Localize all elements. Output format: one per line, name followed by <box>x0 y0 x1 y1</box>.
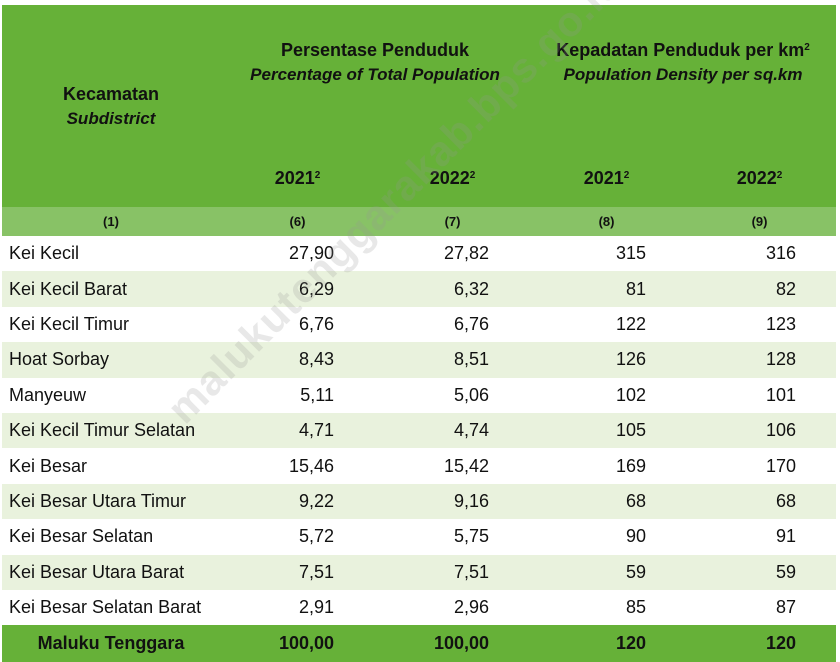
total-density-2021: 120 <box>530 625 684 662</box>
total-pct-2022: 100,00 <box>375 625 531 662</box>
pct-2021-cell: 5,11 <box>220 377 375 413</box>
percentage-header-id: Persentase Penduduk <box>280 40 470 60</box>
header-row: Kecamatan Subdistrict Persentase Pendudu… <box>2 5 837 207</box>
subdistrict-name: Kei Besar Selatan Barat <box>2 589 220 626</box>
density-2021-cell: 68 <box>530 483 684 520</box>
year-header-pct-2021: 20212 <box>220 168 375 207</box>
density-2021-cell: 90 <box>530 519 684 555</box>
table-row: Kei Kecil Timur 6,76 6,76 122 123 <box>2 306 837 343</box>
pct-2021-cell: 6,76 <box>220 306 375 343</box>
pct-2021-cell: 5,72 <box>220 519 375 555</box>
density-2021-cell: 126 <box>530 342 684 378</box>
subdistrict-name: Kei Besar Selatan <box>2 519 220 555</box>
density-2021-cell: 59 <box>530 554 684 590</box>
density-2021-cell: 169 <box>530 448 684 484</box>
population-table: Kecamatan Subdistrict Persentase Pendudu… <box>2 5 837 662</box>
subdistrict-name: Kei Kecil Timur Selatan <box>2 412 220 449</box>
pct-2022-cell: 15,42 <box>375 448 531 484</box>
year-header-pct-2022: 20222 <box>375 168 531 207</box>
pct-2022-cell: 7,51 <box>375 554 531 590</box>
table-row: Kei Kecil Barat 6,29 6,32 81 82 <box>2 271 837 307</box>
pct-2022-cell: 9,16 <box>375 483 531 520</box>
column-number: (1) <box>2 207 220 236</box>
pct-2022-cell: 6,32 <box>375 271 531 307</box>
density-2021-cell: 102 <box>530 377 684 413</box>
density-2022-cell: 59 <box>683 554 837 590</box>
density-2022-cell: 128 <box>683 342 837 378</box>
density-header-en: Population Density per sq.km <box>563 65 803 84</box>
pct-2021-cell: 15,46 <box>220 448 375 484</box>
column-number-row: (1) (6) (7) (8) (9) <box>2 207 837 236</box>
density-2022-cell: 106 <box>683 412 837 449</box>
density-2022-cell: 316 <box>683 236 837 272</box>
table-row: Kei Kecil 27,90 27,82 315 316 <box>2 236 837 272</box>
total-pct-2021: 100,00 <box>220 625 375 662</box>
pct-2022-cell: 5,75 <box>375 519 531 555</box>
pct-2022-cell: 6,76 <box>375 306 531 343</box>
density-2021-cell: 315 <box>530 236 684 272</box>
table-row: Kei Besar Utara Timur 9,22 9,16 68 68 <box>2 483 837 520</box>
pct-2021-cell: 7,51 <box>220 554 375 590</box>
subdistrict-name: Kei Kecil Barat <box>2 271 220 307</box>
pct-2021-cell: 8,43 <box>220 342 375 378</box>
subdistrict-header: Kecamatan Subdistrict <box>2 5 220 207</box>
pct-2021-cell: 4,71 <box>220 412 375 449</box>
pct-2022-cell: 8,51 <box>375 342 531 378</box>
population-table-container: Kecamatan Subdistrict Persentase Pendudu… <box>2 5 837 662</box>
year-header-dens-2022: 20222 <box>683 168 837 207</box>
density-2021-cell: 85 <box>530 589 684 626</box>
total-name: Maluku Tenggara <box>2 625 220 662</box>
pct-2022-cell: 5,06 <box>375 377 531 413</box>
column-number: (9) <box>683 207 837 236</box>
density-header: Kepadatan Penduduk per km2 Population De… <box>530 5 837 168</box>
subdistrict-name: Hoat Sorbay <box>2 342 220 378</box>
density-2022-cell: 87 <box>683 589 837 626</box>
density-2022-cell: 123 <box>683 306 837 343</box>
table-row: Kei Besar Selatan 5,72 5,75 90 91 <box>2 519 837 555</box>
column-number: (6) <box>220 207 375 236</box>
pct-2022-cell: 2,96 <box>375 589 531 626</box>
subdistrict-name: Kei Besar Utara Timur <box>2 483 220 520</box>
percentage-header: Persentase Penduduk Percentage of Total … <box>220 5 531 168</box>
pct-2021-cell: 27,90 <box>220 236 375 272</box>
subdistrict-header-id: Kecamatan <box>62 83 160 104</box>
subdistrict-name: Kei Besar Utara Barat <box>2 554 220 590</box>
density-2021-cell: 122 <box>530 306 684 343</box>
density-header-id: Kepadatan Penduduk per km2 <box>556 40 810 60</box>
percentage-header-en: Percentage of Total Population <box>250 65 500 84</box>
pct-2022-cell: 27,82 <box>375 236 531 272</box>
table-row: Kei Besar Selatan Barat 2,91 2,96 85 87 <box>2 589 837 626</box>
total-row: Maluku Tenggara 100,00 100,00 120 120 <box>2 625 837 662</box>
density-2022-cell: 91 <box>683 519 837 555</box>
year-row: 20212 20222 20212 20222 <box>2 168 837 207</box>
column-number: (8) <box>530 207 684 236</box>
pct-2021-cell: 9,22 <box>220 483 375 520</box>
table-row: Kei Kecil Timur Selatan 4,71 4,74 105 106 <box>2 412 837 449</box>
subdistrict-header-en: Subdistrict <box>66 108 156 128</box>
table-row: Manyeuw 5,11 5,06 102 101 <box>2 377 837 413</box>
total-density-2022: 120 <box>683 625 837 662</box>
table-row: Kei Besar 15,46 15,42 169 170 <box>2 448 837 484</box>
pct-2022-cell: 4,74 <box>375 412 531 449</box>
table-row: Kei Besar Utara Barat 7,51 7,51 59 59 <box>2 554 837 590</box>
pct-2021-cell: 2,91 <box>220 589 375 626</box>
density-2021-cell: 105 <box>530 412 684 449</box>
density-2021-cell: 81 <box>530 271 684 307</box>
subdistrict-name: Kei Kecil <box>2 236 220 272</box>
density-2022-cell: 68 <box>683 483 837 520</box>
subdistrict-name: Manyeuw <box>2 377 220 413</box>
column-number: (7) <box>375 207 531 236</box>
density-2022-cell: 82 <box>683 271 837 307</box>
subdistrict-name: Kei Kecil Timur <box>2 306 220 343</box>
density-2022-cell: 170 <box>683 448 837 484</box>
pct-2021-cell: 6,29 <box>220 271 375 307</box>
table-row: Hoat Sorbay 8,43 8,51 126 128 <box>2 342 837 378</box>
density-2022-cell: 101 <box>683 377 837 413</box>
subdistrict-name: Kei Besar <box>2 448 220 484</box>
year-header-dens-2021: 20212 <box>530 168 684 207</box>
